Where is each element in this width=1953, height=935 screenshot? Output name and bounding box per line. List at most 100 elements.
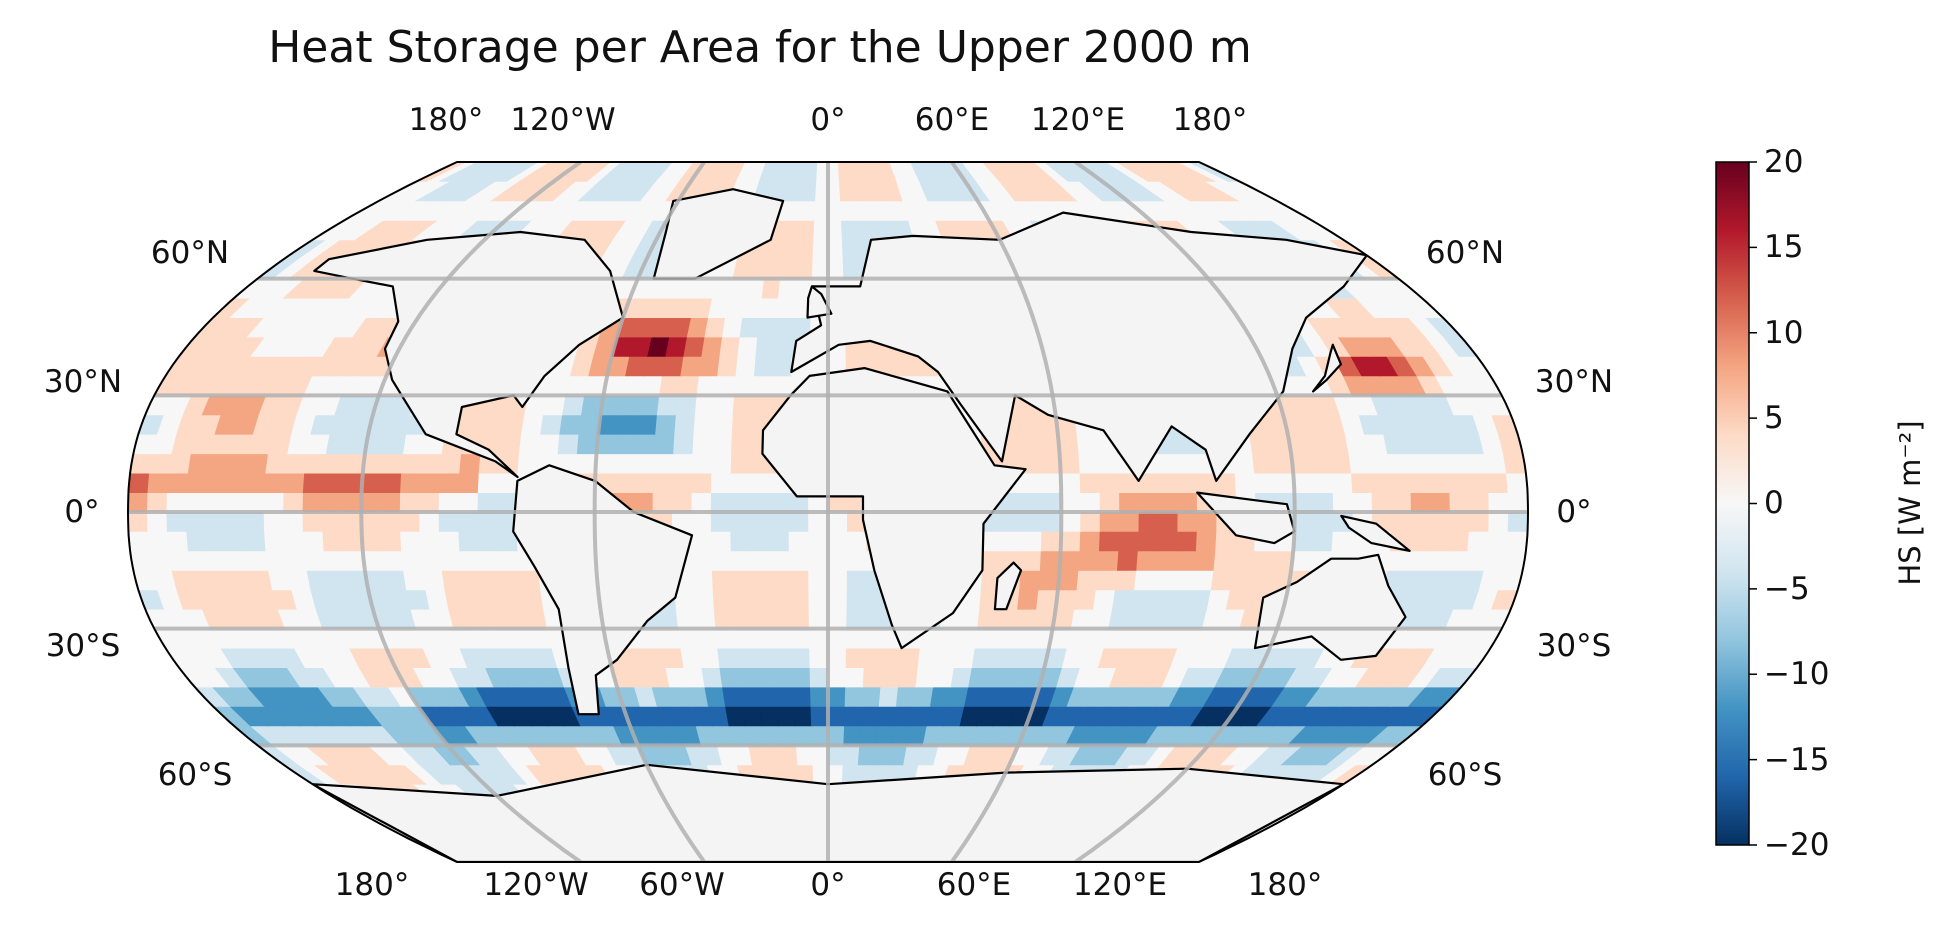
ocean-cell: [563, 162, 603, 182]
ocean-cell: [1002, 511, 1023, 532]
ocean-cell: [761, 278, 781, 299]
ocean-cell: [1080, 492, 1101, 513]
ocean-cell: [713, 394, 735, 416]
ocean-cell: [958, 608, 981, 630]
ocean-cell: [827, 628, 848, 649]
ocean-cell: [400, 531, 422, 552]
ocean-cell: [897, 667, 919, 688]
ocean-cell: [750, 589, 772, 610]
ocean-cell: [419, 492, 440, 513]
ocean-cell: [724, 162, 747, 182]
ocean-cell: [1391, 492, 1412, 513]
ocean-cell: [733, 375, 755, 396]
ocean-cell: [731, 433, 752, 455]
ocean-cell: [438, 531, 461, 552]
ocean-cell: [621, 375, 645, 396]
ocean-cell: [692, 433, 714, 455]
ocean-cell: [795, 744, 814, 766]
colorbar-tick-marks: [1749, 161, 1757, 846]
ocean-cell: [341, 472, 364, 493]
ocean-cell: [635, 414, 658, 435]
ocean-cell: [1093, 589, 1116, 610]
ocean-cell: [1449, 511, 1471, 532]
bottom-lon-label: 180°: [334, 867, 410, 903]
ocean-cell: [696, 375, 719, 396]
ocean-cell: [730, 531, 751, 552]
ocean-cell: [730, 550, 752, 571]
ocean-cell: [478, 550, 501, 571]
ocean-cell: [462, 162, 511, 182]
ocean-cell: [1292, 472, 1315, 493]
ocean-cell: [341, 511, 363, 532]
ocean-cell: [575, 162, 613, 182]
ocean-cell: [1406, 550, 1430, 571]
ocean-cell: [1174, 550, 1197, 571]
ocean-cell: [1188, 162, 1240, 182]
ocean-cell: [787, 200, 804, 221]
ocean-cell: [128, 511, 149, 532]
ocean-cell: [661, 647, 685, 668]
ocean-cell: [1293, 492, 1315, 513]
ocean-cell: [1488, 511, 1510, 532]
ocean-cell: [304, 550, 327, 571]
ocean-cell: [846, 550, 868, 571]
ocean-cell: [594, 453, 617, 474]
ocean-cell: [731, 569, 752, 591]
ocean-cell: [283, 511, 304, 532]
ocean-cell: [321, 492, 343, 513]
ocean-cell: [875, 725, 895, 746]
ocean-cell: [733, 628, 755, 649]
ocean-cell: [788, 550, 810, 571]
ocean-cell: [1076, 433, 1099, 455]
ocean-cell: [1095, 569, 1118, 591]
ocean-cell: [1136, 550, 1159, 571]
ocean-cell: [845, 667, 865, 688]
ocean-cell: [1104, 162, 1150, 182]
ocean-cell: [1043, 162, 1081, 182]
ocean-cell: [827, 744, 845, 766]
ocean-cell: [529, 162, 572, 182]
ocean-cell: [769, 511, 790, 532]
ocean-cell: [1079, 531, 1101, 552]
ocean-cell: [1488, 492, 1510, 513]
ocean-cell: [704, 686, 726, 707]
ocean-cell: [460, 569, 484, 591]
ocean-cell: [1012, 162, 1047, 182]
colorbar-tick-label: −15: [1764, 742, 1830, 778]
ocean-cell: [643, 647, 667, 668]
ocean-cell: [1467, 472, 1490, 493]
ocean-cell: [827, 725, 845, 746]
ocean-cell: [633, 453, 655, 474]
ocean-cell: [861, 686, 882, 707]
ocean-cell: [419, 511, 440, 532]
ocean-cell: [778, 278, 797, 299]
ocean-cell: [439, 453, 462, 474]
ocean-cell: [1039, 550, 1062, 571]
ocean-cell: [1119, 511, 1140, 532]
ocean-cell: [808, 608, 829, 630]
ocean-cell: [380, 511, 401, 532]
ocean-cell: [1076, 569, 1099, 591]
ocean-cell: [827, 200, 842, 221]
ocean-cell: [769, 550, 790, 571]
ocean-cell: [1507, 511, 1528, 532]
ocean-cell: [244, 531, 267, 552]
ocean-cell: [848, 162, 863, 182]
ocean-cell: [244, 472, 267, 493]
ocean-cell: [844, 706, 863, 727]
ocean-cell: [730, 511, 751, 532]
ocean-cell: [501, 414, 526, 435]
ocean-cell: [774, 317, 795, 338]
ocean-cell: [710, 511, 732, 532]
ocean-cell: [383, 433, 407, 455]
ocean-cell: [809, 667, 829, 688]
ocean-cell: [166, 472, 189, 493]
ocean-cell: [1019, 433, 1041, 455]
ocean-cell: [166, 531, 189, 552]
ocean-cell: [618, 394, 642, 416]
ocean-cell: [759, 297, 779, 318]
ocean-cell: [1041, 492, 1062, 513]
ocean-cell: [696, 628, 719, 649]
ocean-cell: [1252, 550, 1275, 571]
ocean-cell: [788, 569, 810, 591]
